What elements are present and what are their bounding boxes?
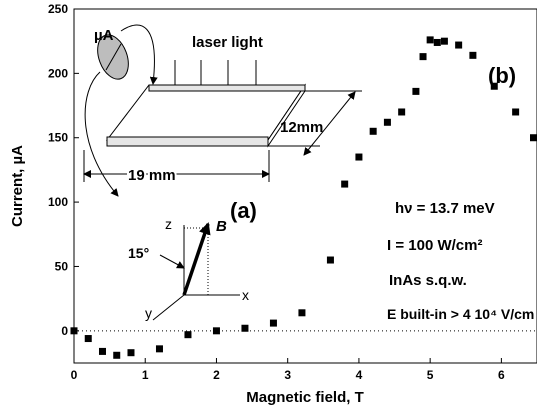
inset-diagram: µA laser light 19 mm 12mm <box>83 24 362 321</box>
data-point <box>419 53 427 61</box>
x-tick-label: 2 <box>213 368 220 382</box>
data-point <box>127 349 135 357</box>
y-tick-label: 250 <box>48 2 68 16</box>
data-point <box>326 256 334 264</box>
data-point <box>433 38 441 46</box>
angle-label: 15° <box>128 245 149 261</box>
y-axis-label: Current, µA <box>9 145 26 227</box>
axis-y <box>152 294 185 321</box>
data-point <box>469 51 477 59</box>
data-point <box>184 331 192 339</box>
axis-x-label: x <box>242 287 249 303</box>
data-point <box>412 87 420 95</box>
data-point <box>512 108 520 116</box>
x-tick-label: 3 <box>284 368 291 382</box>
data-point <box>530 134 537 142</box>
y-tick-label: 150 <box>48 131 68 145</box>
data-point <box>341 180 349 188</box>
b-vector <box>182 222 211 296</box>
data-point <box>269 319 277 327</box>
data-point <box>355 153 363 161</box>
sample-label: InAs s.q.w. <box>389 272 467 289</box>
y-tick-label: 50 <box>55 259 69 273</box>
data-point <box>113 351 121 359</box>
data-point <box>383 118 391 126</box>
intensity-label: I = 100 W/cm² <box>387 237 482 254</box>
ammeter-label: µA <box>94 27 114 44</box>
axis-y-label: y <box>145 305 152 321</box>
width-label: 19 mm <box>128 167 176 184</box>
x-tick-label: 0 <box>71 368 78 382</box>
energy-label: hν = 13.7 meV <box>395 200 495 217</box>
sample-slab <box>105 83 306 148</box>
data-point <box>369 127 377 135</box>
data-point <box>98 347 106 355</box>
b-vector-label: B <box>216 218 227 235</box>
data-point <box>84 335 92 343</box>
x-tick-label: 1 <box>142 368 149 382</box>
x-tick-label: 4 <box>356 368 363 382</box>
data-point <box>298 309 306 317</box>
wire-right <box>120 24 158 85</box>
depth-label: 12mm <box>280 119 323 136</box>
data-point <box>398 108 406 116</box>
data-point <box>440 37 448 45</box>
data-point <box>70 327 78 335</box>
plot-frame <box>73 8 537 364</box>
angle-pointer <box>159 254 185 269</box>
y-tick-label: 100 <box>48 195 68 209</box>
wire-left <box>84 71 119 197</box>
label-a: (a) <box>230 198 257 223</box>
axis-z-label: z <box>165 216 172 232</box>
data-points <box>70 36 537 359</box>
data-point <box>155 345 163 353</box>
dim-12mm <box>303 91 356 156</box>
ammeter-needle <box>105 43 122 71</box>
laser-label: laser light <box>192 34 263 51</box>
data-point <box>212 327 220 335</box>
x-ticks: 0 1 2 3 4 5 6 <box>71 358 505 382</box>
x-tick-label: 6 <box>498 368 505 382</box>
y-tick-label: 200 <box>48 66 68 80</box>
data-point <box>241 324 249 332</box>
label-b: (b) <box>488 63 516 88</box>
data-point <box>455 41 463 49</box>
field-label: E built-in > 4 10⁴ V/cm <box>387 306 534 322</box>
y-ticks: 0 50 100 150 200 250 <box>48 2 79 338</box>
data-point <box>426 36 434 44</box>
y-tick-label: 0 <box>61 324 68 338</box>
x-axis-label: Magnetic field, T <box>246 389 364 406</box>
data-point <box>490 82 498 90</box>
x-tick-label: 5 <box>427 368 434 382</box>
